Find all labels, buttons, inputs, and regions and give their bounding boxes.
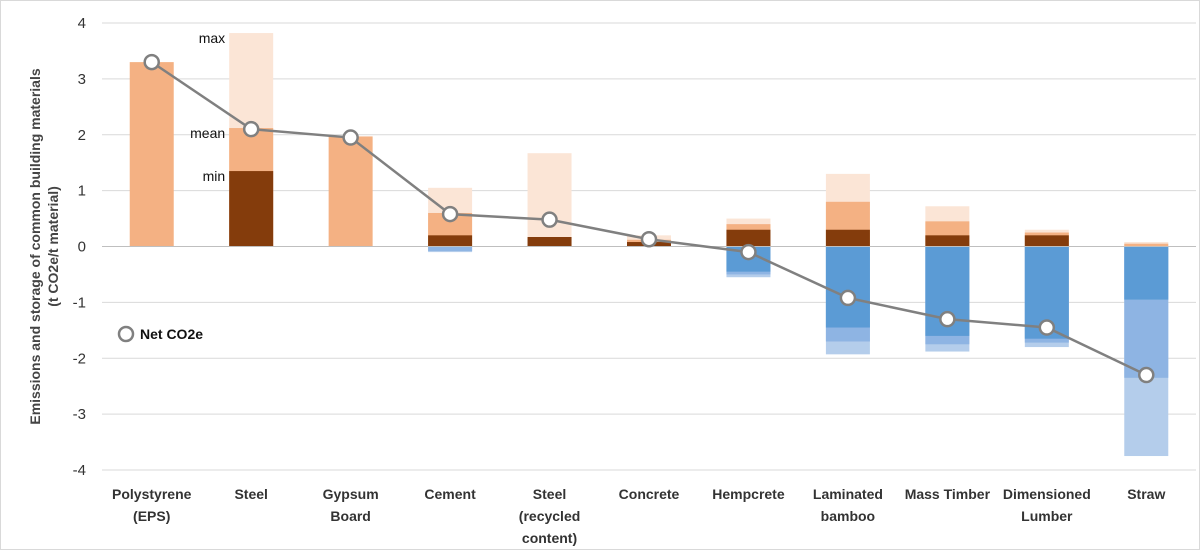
annotation-mean: mean: [190, 125, 225, 141]
bar-emissions-min: [825, 229, 870, 247]
bar-storage-mean: [428, 246, 473, 251]
bar-storage-min: [1124, 246, 1169, 300]
x-category-label: Straw: [1127, 486, 1165, 502]
x-category-label: (EPS): [133, 508, 170, 524]
y-axis-label: Emissions and storage of common building…: [27, 68, 61, 425]
x-category-label: Steel: [234, 486, 267, 502]
bar-emissions-min: [428, 235, 473, 247]
bar-storage-min: [825, 246, 870, 328]
y-axis-title-line: Emissions and storage of common building…: [27, 68, 43, 425]
bar-emissions-min: [527, 237, 572, 247]
x-category-label: content): [522, 530, 577, 546]
y-tick-label: 2: [78, 127, 86, 144]
net-co2e-point: [1038, 319, 1056, 336]
net-co2e-point: [839, 289, 857, 307]
annotation-max: max: [199, 30, 225, 46]
net-co2e-point: [143, 53, 160, 71]
y-tick-label: -3: [73, 406, 86, 423]
legend: Net CO2e: [117, 325, 203, 343]
bar-emissions-mean: [1124, 243, 1169, 247]
bar-emissions-mean: [328, 136, 373, 247]
legend-label-net-co2e: Net CO2e: [140, 326, 203, 342]
y-tick-label: -4: [73, 462, 86, 479]
net-co2e-point: [640, 230, 658, 248]
bar-emissions-min: [726, 229, 771, 247]
x-axis-categories: Polystyrene (EPS) Steel Gypsum Board Cement St…: [112, 486, 1165, 546]
bar-emissions-min: [1024, 235, 1069, 247]
y-tick-label: 1: [78, 183, 86, 200]
y-tick-label: -2: [73, 350, 86, 367]
net-co2e-point: [441, 205, 459, 223]
net-co2e-series: [143, 53, 1155, 384]
x-category-label: Mass Timber: [905, 486, 991, 502]
y-tick-label: 3: [78, 71, 86, 88]
bar-emissions-min: [229, 171, 274, 247]
x-category-label: Polystyrene: [112, 486, 192, 502]
bar-emissions-mean: [129, 62, 174, 247]
y-tick-label: 4: [78, 15, 86, 32]
y-axis-ticks: 4 3 2 1 0 -1 -2 -3 -4: [73, 15, 86, 479]
net-co2e-point: [1138, 366, 1155, 384]
net-co2e-point: [939, 310, 956, 328]
net-co2e-point: [740, 243, 757, 261]
net-co2e-point: [541, 211, 558, 228]
bar-emissions-min: [925, 235, 970, 247]
x-category-label: Steel: [533, 486, 566, 502]
net-co2e-point: [342, 129, 359, 146]
gridlines: [102, 22, 1196, 471]
x-category-label: Lumber: [1021, 508, 1073, 524]
x-category-label: (recycled: [519, 508, 580, 524]
x-category-label: Gypsum: [323, 486, 379, 502]
annotation-min: min: [203, 168, 226, 184]
x-category-label: bamboo: [821, 508, 875, 524]
x-category-label: Board: [330, 508, 370, 524]
net-co2e-point: [242, 120, 260, 138]
x-category-label: Hempcrete: [712, 486, 785, 502]
x-category-label: Cement: [424, 486, 476, 502]
x-category-label: Concrete: [619, 486, 680, 502]
x-category-label: Laminated: [813, 486, 883, 502]
y-tick-label: -1: [73, 294, 86, 311]
legend-marker-net-co2e: [117, 325, 135, 343]
x-category-label: Dimensioned: [1003, 486, 1091, 502]
bar-emissions-max: [527, 153, 572, 247]
y-tick-label: 0: [78, 239, 86, 256]
range-annotations: max mean min: [190, 30, 225, 184]
y-axis-title-line: (t CO2e/t material): [45, 186, 61, 307]
